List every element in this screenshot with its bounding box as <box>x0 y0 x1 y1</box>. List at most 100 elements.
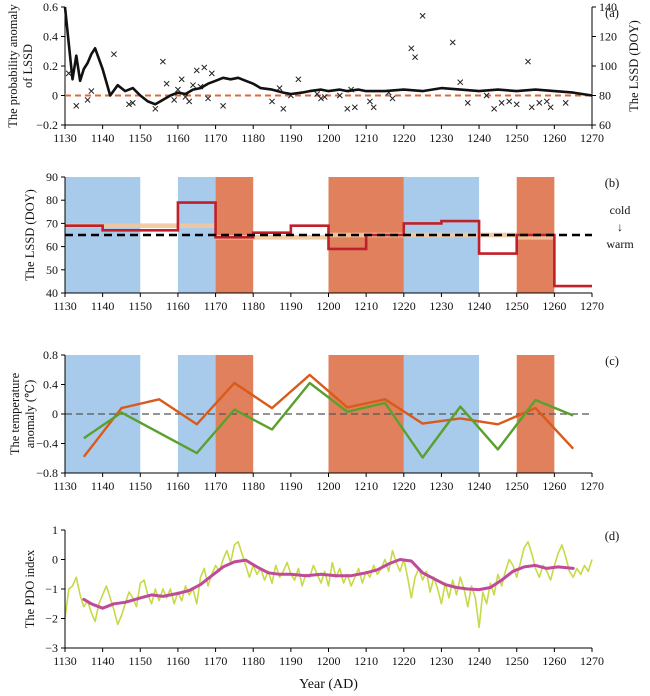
probability-anomaly-line <box>63 6 593 106</box>
annual-pdo-line <box>64 541 593 629</box>
x-tick-label: 1180 <box>241 479 265 493</box>
y-tick-label: 0 <box>52 407 58 421</box>
lssd-marker <box>506 98 513 105</box>
x-tick-label: 1170 <box>204 131 228 145</box>
cool-period-band <box>65 177 141 293</box>
lssd-marker <box>208 70 215 77</box>
panel-label: (a) <box>605 6 619 20</box>
y-axis-title-line: The probability anomaly <box>6 3 20 127</box>
panel-label: (b) <box>605 176 620 190</box>
x-tick-label: 1260 <box>542 131 566 145</box>
lssd-marker <box>84 96 91 103</box>
y-tick-label: 0.2 <box>43 59 58 73</box>
y-tick-label: 0.4 <box>43 378 58 392</box>
lssd-marker <box>190 82 196 89</box>
x-tick-label: 1170 <box>204 299 228 313</box>
y-tick-label: 0 <box>52 553 58 567</box>
x-tick-label: 1180 <box>241 299 265 313</box>
y2-tick-label: 140 <box>599 0 617 14</box>
panel-label: (d) <box>605 529 620 543</box>
y-tick-label: 0.8 <box>43 348 58 362</box>
x-tick-label: 1250 <box>505 131 529 145</box>
x-tick-label: 1230 <box>429 131 453 145</box>
x-tick-label: 1240 <box>467 654 491 668</box>
panel-label: (c) <box>605 354 619 368</box>
y-tick-label: 0 <box>52 89 58 103</box>
lssd-marker <box>498 99 505 106</box>
x-tick-label: 1250 <box>505 654 529 668</box>
y-axis-title-line: anomaly (℃) <box>23 380 37 448</box>
x-tick-label: 1210 <box>354 131 378 145</box>
y-axis-title-line: of LSSD <box>21 44 35 88</box>
lssd-marker <box>269 98 275 105</box>
y-tick-label: −2 <box>45 612 58 626</box>
x-tick-label: 1220 <box>392 299 416 313</box>
y2-tick-label: 60 <box>599 118 611 132</box>
x-tick-label: 1260 <box>542 654 566 668</box>
lssd-marker <box>562 99 569 106</box>
x-tick-label: 1170 <box>204 654 228 668</box>
lssd-marker <box>174 86 181 93</box>
x-tick-label: 1270 <box>580 479 604 493</box>
y-tick-label: 1 <box>52 523 58 537</box>
lssd-marker <box>344 105 351 112</box>
lssd-marker <box>129 99 136 106</box>
x-tick-label: 1240 <box>467 299 491 313</box>
lssd-marker <box>464 99 471 106</box>
lssd-marker <box>483 92 490 99</box>
x-tick-label: 1210 <box>354 479 378 493</box>
lssd-marker <box>336 92 343 99</box>
x-tick-label: 1160 <box>166 131 190 145</box>
y-tick-label: 60 <box>46 240 58 254</box>
y2-tick-label: 120 <box>599 30 617 44</box>
lssd-marker <box>370 104 377 111</box>
down-arrow-icon: ↓ <box>617 220 623 234</box>
lssd-marker <box>205 95 211 102</box>
lssd-marker <box>457 79 464 86</box>
x-tick-label: 1190 <box>279 654 303 668</box>
y-axis-title-text: The PDO index <box>23 549 37 628</box>
lssd-marker <box>536 99 543 106</box>
orange-temperature-line <box>82 373 575 458</box>
x-tick-label: 1210 <box>354 299 378 313</box>
y-tick-label: −3 <box>45 641 58 655</box>
y2-axis-title-text: The LSSD (DOY) <box>627 20 641 112</box>
lssd-marker <box>73 102 80 109</box>
y-tick-label: 80 <box>46 193 58 207</box>
lssd-marker <box>351 104 358 111</box>
x-tick-label: 1140 <box>91 654 115 668</box>
y-tick-label: −1 <box>45 582 58 596</box>
x-tick-label: 1210 <box>354 654 378 668</box>
y-tick-label: −0.4 <box>36 437 58 451</box>
y-axis-title: The PDO index <box>23 549 37 628</box>
x-tick-label: 1270 <box>580 654 604 668</box>
y2-axis-title: The LSSD (DOY) <box>627 20 641 112</box>
lssd-marker <box>159 58 166 65</box>
uncertainty-band-segment <box>215 235 329 240</box>
x-tick-label: 1190 <box>279 479 303 493</box>
lssd-marker <box>419 12 426 19</box>
lssd-marker <box>525 58 531 65</box>
lssd-marker <box>201 64 208 71</box>
lssd-marker <box>110 51 117 58</box>
x-tick-label: 1270 <box>580 131 604 145</box>
x-tick-label: 1190 <box>279 299 303 313</box>
x-tick-label: 1140 <box>91 299 115 313</box>
x-tick-label: 1150 <box>129 299 153 313</box>
warm-label: warm <box>606 237 634 251</box>
lssd-marker <box>321 94 328 100</box>
x-tick-label: 1200 <box>317 654 341 668</box>
x-tick-label: 1230 <box>429 479 453 493</box>
lssd-marker <box>513 101 520 108</box>
lssd-marker <box>543 98 550 105</box>
x-axis-title: Year (AD) <box>299 677 358 692</box>
x-tick-label: 1250 <box>505 299 529 313</box>
uncertainty-band-segment <box>65 223 216 229</box>
y-axis-title-line: The temperature <box>8 372 22 455</box>
lssd-marker <box>547 104 554 111</box>
x-tick-label: 1150 <box>129 479 153 493</box>
y-tick-label: 40 <box>46 286 58 300</box>
x-tick-label: 1130 <box>53 131 77 145</box>
lssd-marker <box>163 80 170 87</box>
lssd-step-line <box>65 201 592 288</box>
